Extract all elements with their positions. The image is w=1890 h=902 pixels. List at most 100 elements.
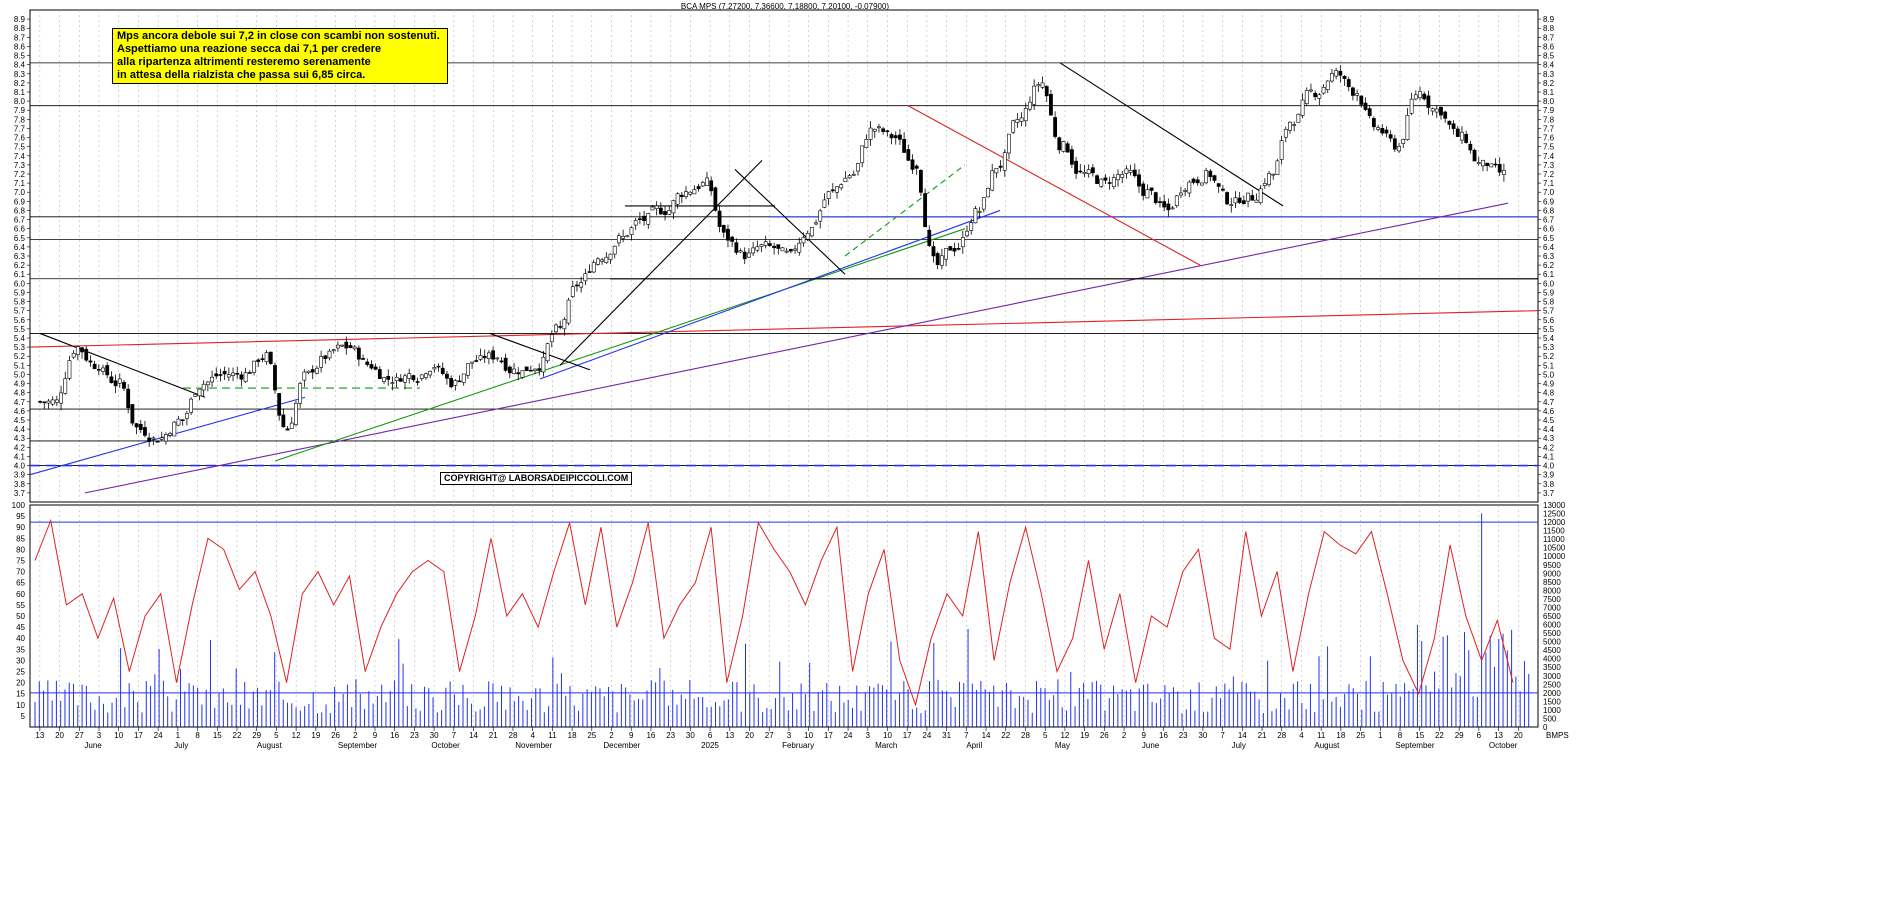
candle-body bbox=[1090, 167, 1095, 174]
volume-tick-label: 11000 bbox=[1543, 535, 1565, 544]
candle-body bbox=[688, 191, 693, 195]
candle-body bbox=[1082, 172, 1087, 174]
candle-body bbox=[973, 208, 978, 224]
candle-body bbox=[956, 248, 961, 250]
y-tick-label: 4.2 bbox=[14, 443, 26, 452]
y-tick-label: 4.0 bbox=[14, 462, 26, 471]
x-tick-label: 28 bbox=[1021, 731, 1030, 740]
y-tick-label: 8.3 bbox=[14, 70, 26, 79]
y-tick-label: 8.5 bbox=[14, 52, 26, 61]
y-tick-label: 5.3 bbox=[1543, 343, 1555, 352]
candle-body bbox=[361, 358, 365, 360]
y-tick-label: 4.0 bbox=[1543, 462, 1555, 471]
y-tick-label: 5.4 bbox=[1543, 334, 1555, 343]
y-tick-label: 8.2 bbox=[14, 79, 26, 88]
candle-body bbox=[1216, 183, 1221, 187]
candle-body bbox=[239, 374, 244, 380]
y-tick-label: 7.5 bbox=[1543, 143, 1555, 152]
x-tick-label: 7 bbox=[1220, 731, 1225, 740]
candle-body bbox=[671, 200, 676, 214]
x-tick-label: 3 bbox=[787, 731, 792, 740]
candle-body bbox=[856, 163, 860, 172]
y-tick-label: 8.4 bbox=[14, 61, 26, 70]
y-tick-label: 8.5 bbox=[1543, 52, 1555, 61]
x-tick-label: 4 bbox=[530, 731, 535, 740]
y-tick-label: 4.8 bbox=[14, 389, 26, 398]
candle-body bbox=[470, 361, 475, 364]
volume-tick-label: 5000 bbox=[1543, 638, 1561, 647]
y-tick-label: 5.8 bbox=[14, 298, 26, 307]
candle-body bbox=[734, 242, 739, 253]
candle-body bbox=[554, 324, 558, 333]
x-tick-label: 21 bbox=[489, 731, 498, 740]
candle-body bbox=[117, 378, 122, 384]
y-tick-label: 4.2 bbox=[1543, 443, 1555, 452]
volume-tick-label: 7500 bbox=[1543, 595, 1561, 604]
osc-tick-label: 45 bbox=[16, 623, 25, 632]
candle-body bbox=[1111, 177, 1116, 187]
support-resistance-lines bbox=[30, 62, 1538, 467]
y-tick-label: 5.1 bbox=[14, 361, 26, 370]
candle-body bbox=[168, 433, 173, 436]
y-tick-label: 6.3 bbox=[1543, 252, 1555, 261]
x-tick-label: 7 bbox=[964, 731, 969, 740]
candle-body bbox=[138, 423, 143, 430]
candle-body bbox=[1279, 140, 1284, 160]
candle-body bbox=[537, 368, 542, 371]
candle-body bbox=[218, 374, 223, 376]
candle-body bbox=[889, 134, 894, 139]
volume-tick-label: 10500 bbox=[1543, 544, 1566, 553]
candle-body bbox=[1493, 163, 1498, 166]
y-tick-label: 8.7 bbox=[14, 33, 26, 42]
x-tick-label: 12 bbox=[1060, 731, 1069, 740]
candle-body bbox=[122, 382, 126, 389]
candle-body bbox=[608, 253, 613, 260]
x-tick-label: 1 bbox=[176, 731, 181, 740]
black-downtrend-mid bbox=[734, 169, 846, 275]
candle-body bbox=[1283, 129, 1288, 138]
candle-body bbox=[1200, 182, 1204, 186]
y-tick-label: 4.9 bbox=[1543, 380, 1555, 389]
candle-body bbox=[1254, 199, 1259, 203]
candle-body bbox=[700, 182, 705, 187]
candle-body bbox=[1397, 146, 1401, 152]
candle-body bbox=[768, 243, 772, 246]
candle-body bbox=[742, 251, 747, 260]
candle-body bbox=[1380, 128, 1385, 134]
y-tick-label: 7.1 bbox=[14, 179, 26, 188]
candle-body bbox=[981, 197, 986, 210]
y-tick-label: 4.8 bbox=[1543, 389, 1555, 398]
y-tick-label: 5.0 bbox=[14, 370, 26, 379]
candle-body bbox=[784, 250, 789, 253]
x-tick-label: 2 bbox=[353, 731, 358, 740]
purple-trendline bbox=[84, 202, 1509, 494]
candle-body bbox=[847, 175, 852, 179]
y-tick-label: 7.7 bbox=[14, 124, 26, 133]
x-tick-label: 16 bbox=[646, 731, 655, 740]
x-tick-label: 10 bbox=[804, 731, 813, 740]
x-tick-label: 15 bbox=[1415, 731, 1424, 740]
candle-body bbox=[1304, 90, 1309, 104]
month-label: October bbox=[1489, 741, 1518, 750]
y-tick-label: 6.8 bbox=[1543, 206, 1555, 215]
candle-body bbox=[663, 211, 667, 215]
y-tick-label: 8.1 bbox=[1543, 88, 1555, 97]
candle-body bbox=[1225, 192, 1229, 205]
candle-body bbox=[1451, 123, 1456, 129]
x-tick-label: 20 bbox=[745, 731, 754, 740]
candle-body bbox=[696, 186, 701, 190]
candle-body bbox=[92, 363, 97, 369]
candle-body bbox=[1103, 177, 1108, 181]
month-label: August bbox=[1314, 741, 1340, 750]
candle-body bbox=[545, 343, 550, 362]
candle-body bbox=[822, 199, 827, 208]
candle-body bbox=[80, 347, 84, 353]
candle-body bbox=[1413, 94, 1418, 100]
candle-body bbox=[948, 246, 953, 251]
candle-body bbox=[461, 373, 466, 383]
candle-body bbox=[1057, 137, 1062, 151]
date-axis: 13 20 27 3 10 17 24 1 8 15 22 29 5 12 19 26 2 9 16 23 30 7 14 2… bbox=[30, 726, 1569, 750]
y-tick-label: 5.2 bbox=[14, 352, 26, 361]
candle-body bbox=[516, 372, 521, 375]
